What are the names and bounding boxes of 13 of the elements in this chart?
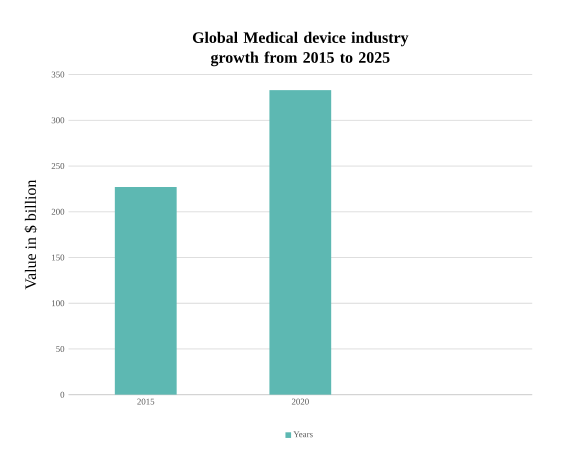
chart-title: Global Medical device industry growth from 2015 to 2025 xyxy=(192,32,408,66)
x-tick-label: 2015 xyxy=(137,398,154,405)
y-tick-label: 300 xyxy=(52,117,64,124)
y-tick-label: 100 xyxy=(52,300,64,306)
y-tick-label: 350 xyxy=(52,72,64,78)
y-tick-label: 250 xyxy=(52,163,64,169)
legend-label: Years xyxy=(293,431,313,438)
x-tick-label: 2020 xyxy=(292,398,309,405)
y-tick-label: 200 xyxy=(52,208,64,215)
y-axis-title: Value in $ billion xyxy=(24,180,38,290)
y-tick-label: 150 xyxy=(52,254,64,260)
y-tick-label: 50 xyxy=(56,346,64,352)
y-tick-label: 0 xyxy=(60,392,64,398)
